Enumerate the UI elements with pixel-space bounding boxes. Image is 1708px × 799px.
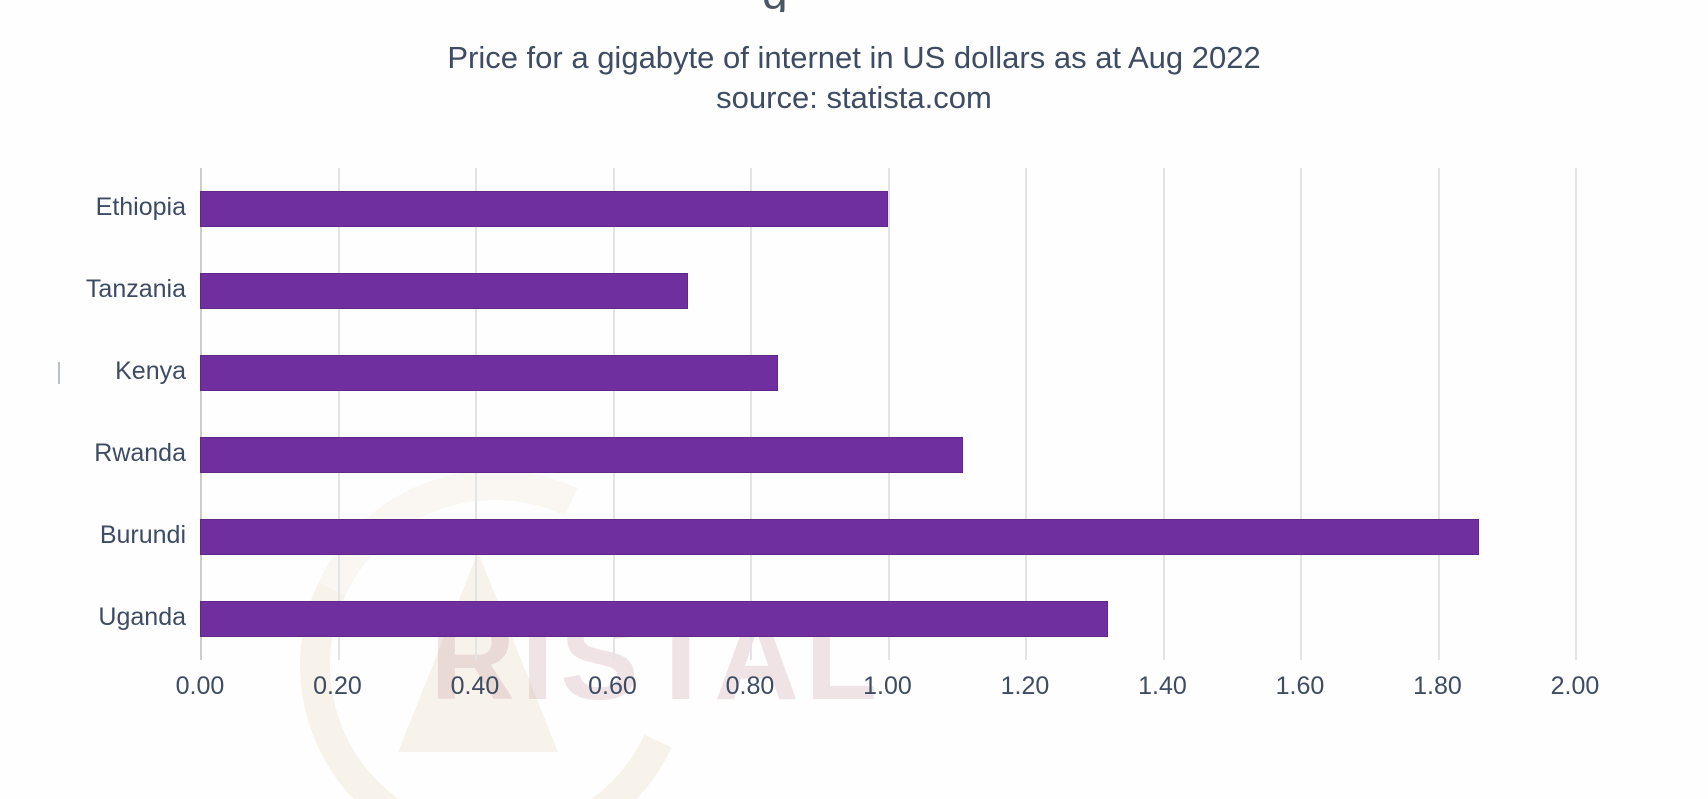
bar-burundi[interactable] [200,519,1479,555]
gridline [337,168,340,660]
gridline [612,168,615,660]
category-axis: Ethiopia Tanzania Kenya Rwanda Burundi Uganda [0,168,186,660]
x-tick-label: 1.60 [1275,672,1325,700]
value-axis-line [200,168,202,660]
x-tick-label: 2.00 [1550,672,1600,700]
bar-row [200,414,1575,496]
category-label-tanzania: Tanzania [85,275,186,303]
gridline [475,168,477,660]
bar-ethiopia[interactable] [200,191,888,227]
value-axis-ticks: 0.00 0.20 0.40 0.60 0.80 1.00 1.20 1.40 1.60 1.80… [176,672,1600,722]
bar-row [200,578,1575,660]
bar-row [200,250,1575,332]
x-tick-label: 0.20 [313,672,362,700]
x-tick-label: 0.40 [450,672,500,700]
x-tick-label: 0.60 [588,672,637,700]
bar-rwanda[interactable] [200,437,964,473]
category-label-uganda: Uganda [98,603,186,631]
bar-row [200,332,1575,414]
x-tick-label: 1.20 [1000,672,1050,700]
bar-row [200,168,1575,250]
bar-tanzania[interactable] [200,273,689,309]
category-label-burundi: Burundi [99,521,186,549]
chart-title: Price for a gigabyte of internet in US d… [447,40,1261,75]
chart-subtitle: source: statista.com [716,79,992,115]
category-label-ethiopia: Ethiopia [95,193,186,221]
x-tick-label: 1.00 [863,672,912,700]
gridline [1162,168,1165,660]
gridline [1575,168,1577,660]
stray-mark [58,362,60,384]
x-tick-label: 1.80 [1413,672,1462,700]
category-label-kenya: Kenya [115,357,186,385]
gridline [887,168,890,660]
clipped-glyph-text: g [762,0,788,12]
x-tick-label: 0.80 [725,672,775,700]
clipped-glyph-artifact: g [762,0,788,12]
category-label-rwanda: Rwanda [94,439,186,467]
x-tick-label: 1.40 [1138,672,1187,700]
x-tick-label: 0.00 [175,672,225,700]
bar-uganda[interactable] [200,601,1108,637]
bar-kenya[interactable] [200,355,778,391]
gridline [1300,168,1302,660]
bar-row [200,496,1575,578]
gridline [1437,168,1440,660]
gridline [1025,168,1027,660]
gridline [750,168,752,660]
chart-title-block: Price for a gigabyte of internet in US d… [0,38,1708,117]
plot-area [200,168,1577,660]
